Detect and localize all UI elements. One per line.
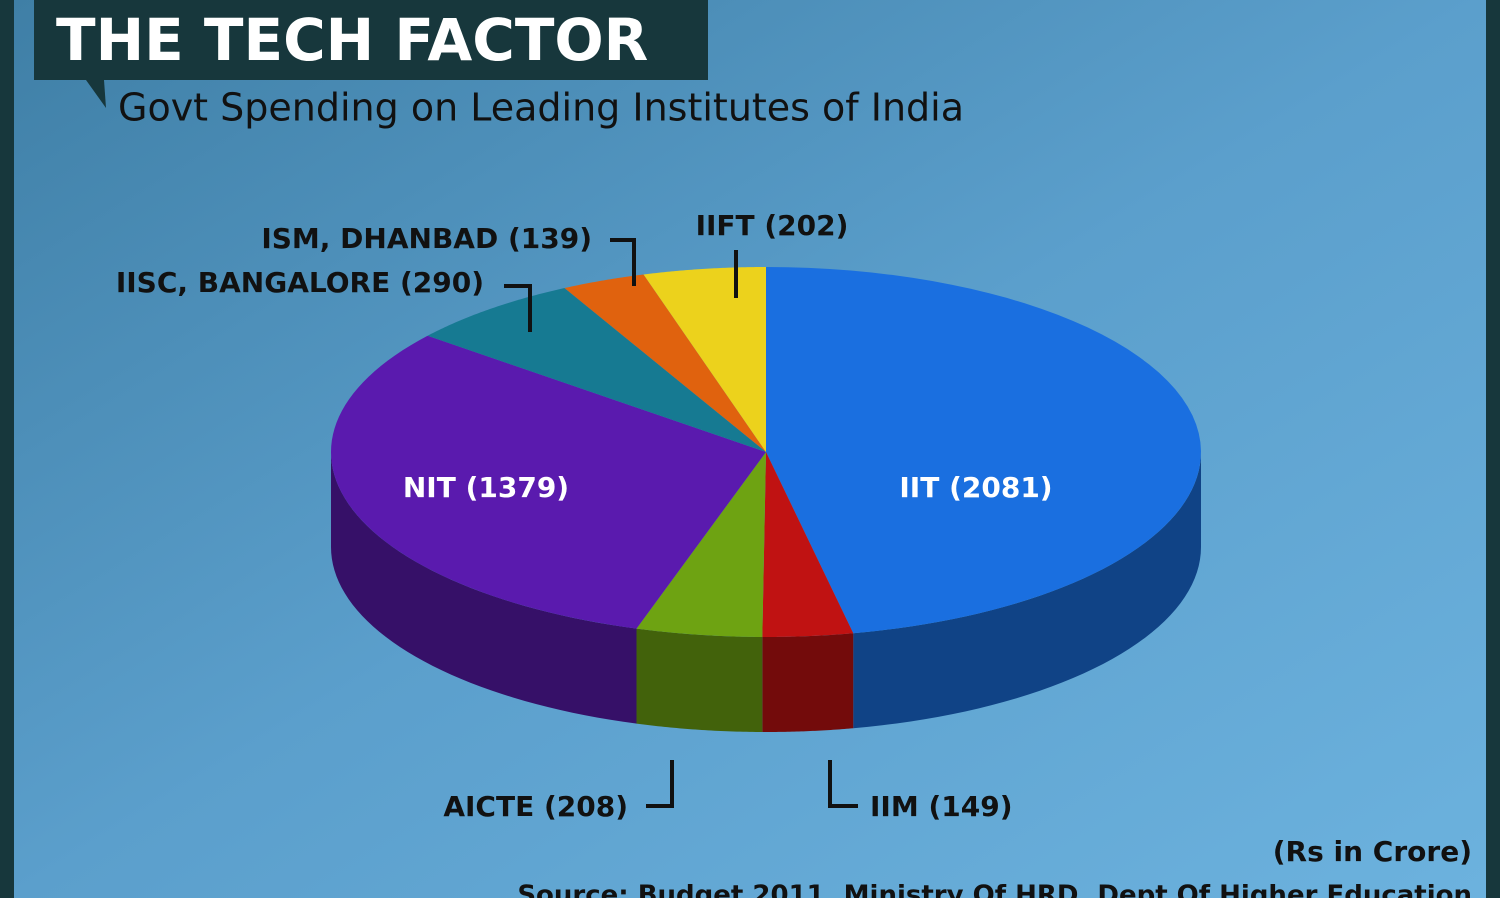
slice-label: IIFT (202) xyxy=(696,209,849,242)
slice xyxy=(762,452,854,637)
slice-label: IISC, BANGALORE (290) xyxy=(116,266,484,299)
slice xyxy=(427,288,766,452)
pie: IIT (2081) IIM (149) AICTE (208) NIT (1379)… xyxy=(116,209,1201,823)
slice-label: NIT (1379) xyxy=(403,471,569,504)
slice-label: IIT (2081) xyxy=(899,471,1052,504)
source-note: Source: Budget 2011, Ministry Of HRD, De… xyxy=(517,881,1472,899)
slice xyxy=(766,267,1201,634)
slice-side xyxy=(762,633,854,732)
slice-label: IIM (149) xyxy=(870,790,1013,823)
leader-line xyxy=(828,760,858,808)
slice xyxy=(643,267,766,452)
chart-subtitle: Govt Spending on Leading Institutes of I… xyxy=(118,86,964,130)
slice-side xyxy=(853,452,1201,729)
slice-label: ISM, DHANBAD (139) xyxy=(261,222,592,255)
title-box xyxy=(34,0,708,80)
chart-title: THE TECH FACTOR xyxy=(56,6,648,74)
slice-label: AICTE (208) xyxy=(443,790,628,823)
slice xyxy=(636,452,766,637)
slice-side xyxy=(636,628,763,732)
slice xyxy=(331,335,766,629)
slice xyxy=(564,274,766,452)
slice-side xyxy=(331,452,637,724)
unit-note: (Rs in Crore) xyxy=(1273,835,1472,868)
leader-line xyxy=(610,238,636,286)
title-pointer xyxy=(86,80,106,108)
leader-line xyxy=(646,760,674,808)
leader-line xyxy=(504,284,532,332)
